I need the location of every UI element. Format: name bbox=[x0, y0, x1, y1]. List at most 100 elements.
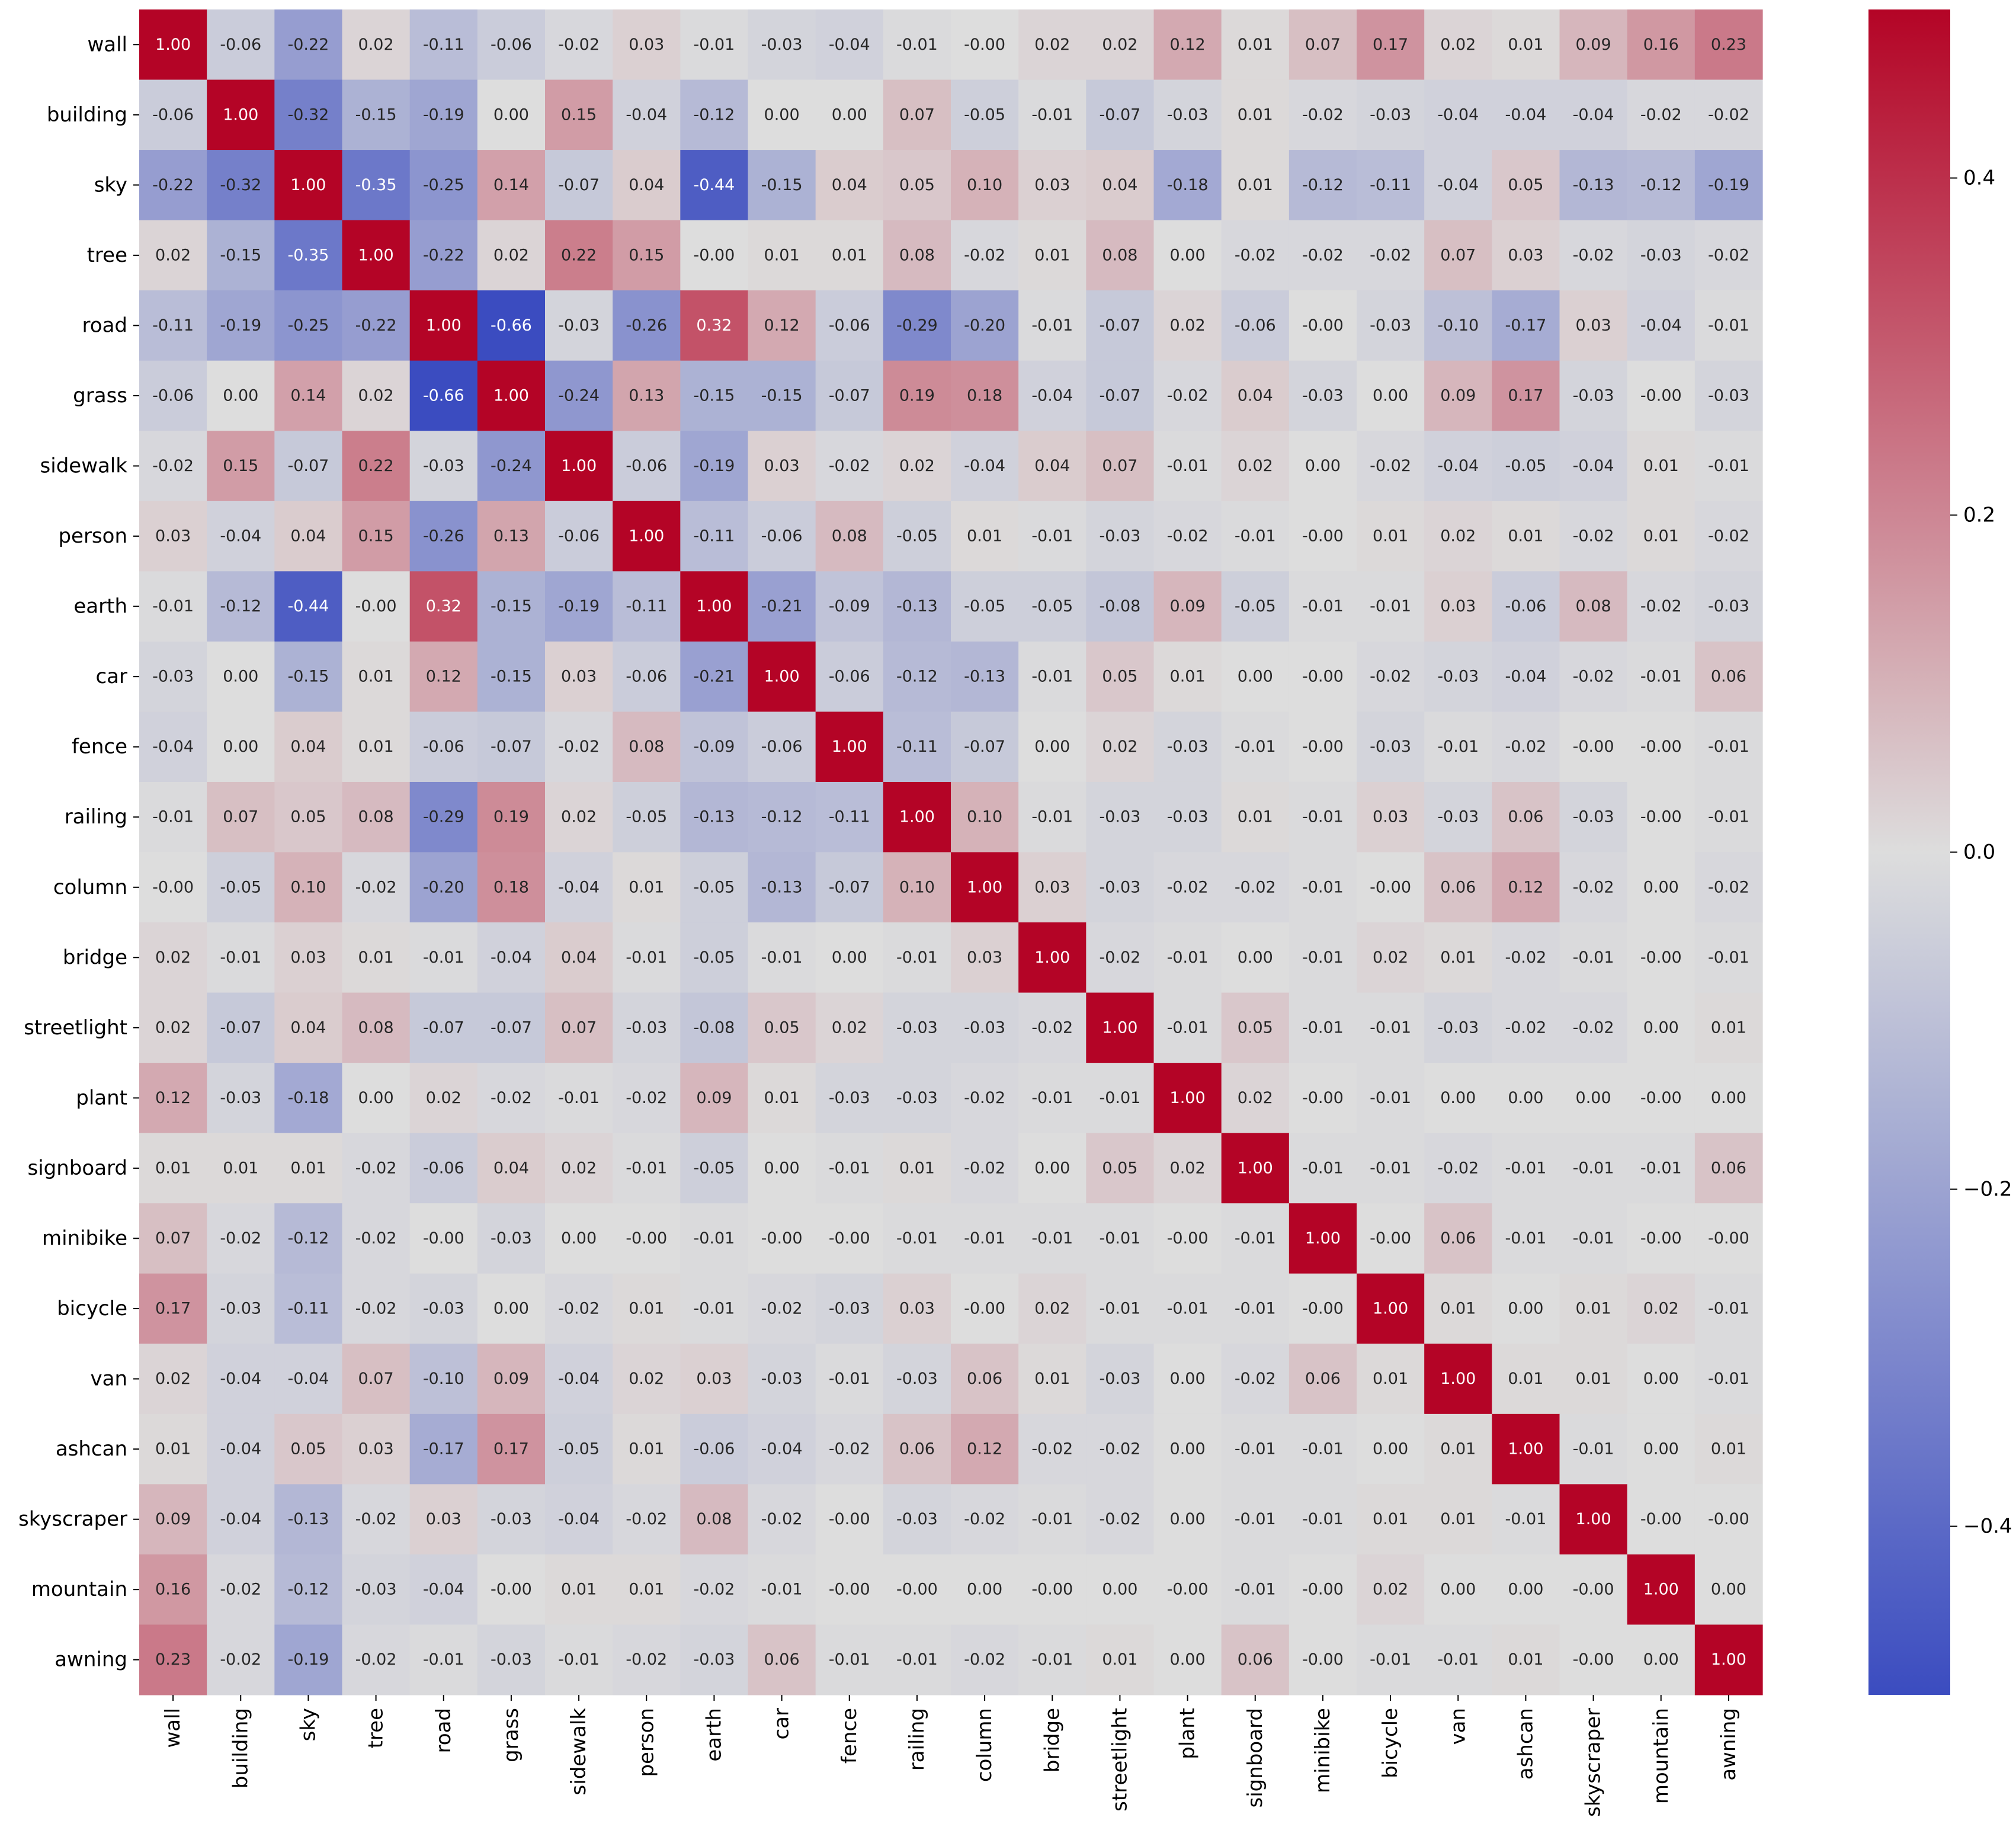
heatmap-cell bbox=[1153, 1344, 1222, 1415]
cell-value-label: -0.10 bbox=[423, 1370, 464, 1388]
heatmap-cell bbox=[613, 1413, 681, 1485]
heatmap-cell bbox=[1424, 290, 1492, 361]
cell-value-label: -0.02 bbox=[1708, 527, 1749, 546]
cell-value-label: 0.02 bbox=[426, 1089, 461, 1107]
heatmap-cell bbox=[1627, 1413, 1696, 1485]
heatmap-cell bbox=[1086, 290, 1155, 361]
heatmap-cell bbox=[1694, 1203, 1763, 1274]
heatmap-cell bbox=[815, 1554, 884, 1626]
heatmap-cell bbox=[1086, 79, 1155, 150]
cell-value-label: 0.01 bbox=[764, 1089, 800, 1107]
heatmap-cell bbox=[1492, 1554, 1560, 1626]
cell-value-label: 0.01 bbox=[629, 1440, 664, 1458]
cell-value-label: -0.01 bbox=[1573, 1440, 1614, 1458]
cell-value-label: -0.01 bbox=[1437, 738, 1479, 756]
heatmap-cell bbox=[1289, 1413, 1357, 1485]
heatmap-cell bbox=[477, 1344, 546, 1415]
heatmap-cell bbox=[477, 1484, 546, 1555]
cell-value-label: -0.12 bbox=[287, 1229, 329, 1248]
cell-value-label: -0.15 bbox=[693, 386, 735, 405]
heatmap-cell bbox=[1018, 1273, 1086, 1344]
colorbar-gradient bbox=[1868, 9, 1950, 1695]
cell-value-label: 0.00 bbox=[561, 1229, 597, 1248]
heatmap-cell bbox=[1694, 220, 1763, 291]
cell-value-label: 0.05 bbox=[1238, 1018, 1273, 1037]
cell-value-label: -0.03 bbox=[220, 1089, 261, 1107]
cell-value-label: 0.04 bbox=[1034, 457, 1070, 475]
heatmap-cell bbox=[748, 1273, 816, 1344]
cell-value-label: -0.02 bbox=[1573, 1018, 1614, 1037]
heatmap-cell bbox=[342, 711, 411, 783]
cell-value-label: -0.00 bbox=[1640, 1229, 1682, 1248]
heatmap-cell bbox=[680, 360, 749, 431]
cell-value-label: 0.00 bbox=[1034, 738, 1070, 756]
heatmap-cell bbox=[1559, 360, 1628, 431]
heatmap-cell bbox=[1694, 852, 1763, 923]
y-tick-label: tree bbox=[87, 243, 127, 267]
heatmap-cell bbox=[883, 1203, 951, 1274]
cell-value-label: -0.06 bbox=[761, 738, 803, 756]
heatmap-cell bbox=[274, 1484, 343, 1555]
heatmap-cell bbox=[1221, 1554, 1290, 1626]
heatmap-cell bbox=[207, 922, 275, 993]
cell-value-label: -0.03 bbox=[558, 316, 600, 335]
cell-value-label: -0.01 bbox=[829, 1370, 870, 1388]
cell-value-label: -0.00 bbox=[1573, 1650, 1614, 1669]
cell-value-label: -0.12 bbox=[1302, 176, 1344, 194]
cell-value-label: 0.22 bbox=[561, 246, 597, 264]
cell-value-label: -0.00 bbox=[355, 597, 397, 616]
cell-value-label: -0.03 bbox=[355, 1581, 397, 1599]
cell-value-label: 0.17 bbox=[493, 1440, 529, 1458]
cell-value-label: 0.01 bbox=[967, 527, 1002, 546]
cell-value-label: -0.01 bbox=[1708, 738, 1749, 756]
heatmap-cell bbox=[274, 781, 343, 853]
cell-value-label: -0.11 bbox=[626, 597, 667, 616]
heatmap-cell bbox=[815, 1344, 884, 1415]
cell-value-label: -0.07 bbox=[287, 457, 329, 475]
heatmap-cell bbox=[139, 922, 207, 993]
cell-value-label: 0.01 bbox=[1440, 948, 1476, 967]
heatmap-cell bbox=[1627, 641, 1696, 713]
cell-value-label: 0.01 bbox=[1170, 668, 1206, 686]
heatmap-cell bbox=[1086, 641, 1155, 713]
cell-value-label: -0.10 bbox=[1437, 316, 1479, 335]
heatmap-cell bbox=[680, 711, 749, 783]
heatmap-cell bbox=[139, 1203, 207, 1274]
cell-value-label: 0.00 bbox=[1643, 1018, 1679, 1037]
cell-value-label: -0.00 bbox=[693, 246, 735, 264]
heatmap-cell bbox=[883, 641, 951, 713]
cell-value-label: -0.07 bbox=[491, 738, 532, 756]
heatmap-cell bbox=[545, 1273, 613, 1344]
heatmap-cell bbox=[1627, 1203, 1696, 1274]
cell-value-label: -0.05 bbox=[693, 1159, 735, 1177]
cell-value-label: 0.00 bbox=[1508, 1581, 1543, 1599]
cell-value-label: 0.02 bbox=[1643, 1300, 1679, 1318]
cell-value-label: 0.04 bbox=[1238, 386, 1273, 405]
heatmap-cell bbox=[1357, 220, 1425, 291]
heatmap-cell bbox=[1153, 1554, 1222, 1626]
heatmap-cell bbox=[545, 641, 613, 713]
heatmap-cell bbox=[883, 922, 951, 993]
heatmap-cell bbox=[815, 711, 884, 783]
cell-value-label: -0.00 bbox=[1640, 808, 1682, 826]
heatmap-cell bbox=[951, 1063, 1019, 1134]
cell-value-label: 0.05 bbox=[290, 808, 326, 826]
colorbar-tick-label: 0.0 bbox=[1963, 841, 1995, 864]
heatmap-cell bbox=[680, 9, 749, 81]
heatmap-cell bbox=[274, 431, 343, 502]
heatmap-cell bbox=[883, 79, 951, 150]
cell-value-label: -0.11 bbox=[287, 1300, 329, 1318]
heatmap-cell bbox=[139, 641, 207, 713]
heatmap-cell bbox=[613, 781, 681, 853]
cell-value-label: -0.11 bbox=[423, 36, 464, 54]
heatmap-cell bbox=[883, 852, 951, 923]
cell-value-label: 0.00 bbox=[223, 668, 258, 686]
cell-value-label: -0.01 bbox=[693, 1229, 735, 1248]
heatmap-cell bbox=[1018, 1484, 1086, 1555]
heatmap-cell bbox=[1424, 992, 1492, 1063]
cell-value-label: 1.00 bbox=[561, 457, 597, 475]
cell-value-label: 1.00 bbox=[1238, 1159, 1273, 1177]
cell-value-label: 0.06 bbox=[1440, 878, 1476, 896]
cell-value-label: -0.01 bbox=[1235, 1440, 1276, 1458]
cell-value-label: -0.05 bbox=[626, 808, 667, 826]
